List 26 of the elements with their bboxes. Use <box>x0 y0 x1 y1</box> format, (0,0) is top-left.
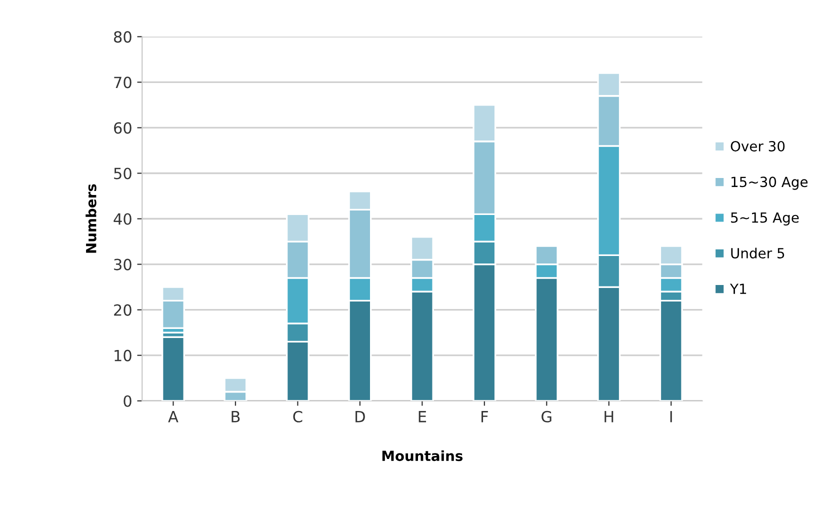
bar <box>162 336 185 401</box>
legend-label: Under 5 <box>731 248 784 258</box>
x-tick-label: E <box>418 411 426 422</box>
x-tick-label: F <box>482 411 488 422</box>
legend-label: 15~30 Age <box>732 176 808 190</box>
y-tick-label: 60 <box>114 122 132 134</box>
legend-label: Over 30 <box>730 140 785 152</box>
x-tick-label: B <box>232 411 240 422</box>
y-tick-label: 30 <box>114 258 132 270</box>
y-axis-title: Numbers <box>86 184 96 253</box>
y-tick-label: 80 <box>114 31 132 43</box>
y-tick-label: 10 <box>114 350 132 362</box>
x-tick-label: D <box>356 411 365 422</box>
x-tick-label: A <box>168 411 178 422</box>
y-tick-label: 40 <box>114 213 132 225</box>
x-tick-label: H <box>604 411 614 422</box>
x-tick-label: I <box>670 411 672 422</box>
y-tick-label: 20 <box>114 304 132 316</box>
y-tick-label: 0 <box>124 395 132 407</box>
legend-label: Y1 <box>730 284 746 294</box>
x-axis-title: Mountains <box>382 450 463 462</box>
x-tick-label: C <box>293 410 302 422</box>
x-tick-label: G <box>542 410 552 422</box>
y-tick-label: 70 <box>114 76 132 88</box>
y-tick-label: 50 <box>114 168 132 180</box>
legend-label: 5~15 Age <box>731 212 799 226</box>
